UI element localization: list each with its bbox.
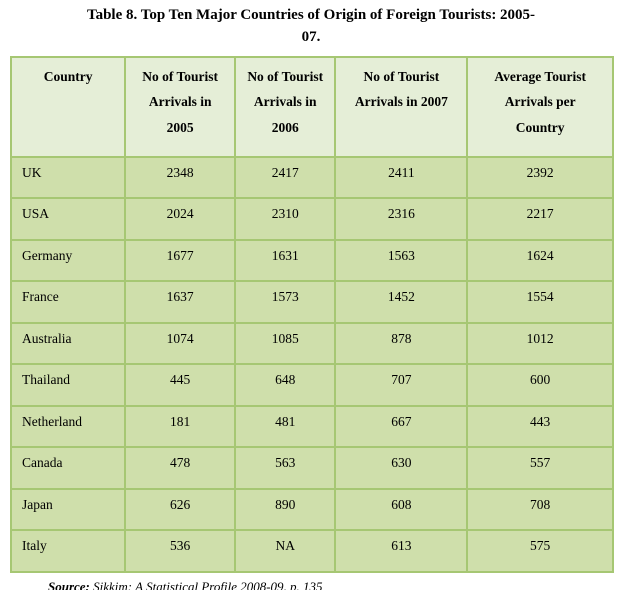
table-row: Netherland 181 481 667 443 — [9, 404, 614, 448]
value-cell: 608 — [334, 487, 469, 531]
value-cell: 878 — [334, 321, 469, 365]
value-cell: 630 — [334, 446, 469, 490]
value-cell: 2024 — [124, 197, 236, 241]
column-header-0: Country — [9, 55, 127, 158]
table-row: France 1637 1573 1452 1554 — [9, 280, 614, 324]
value-cell: 536 — [124, 529, 236, 573]
column-header-4: Average Tourist Arrivals per Country — [466, 55, 614, 158]
table-row: Germany 1677 1631 1563 1624 — [9, 238, 614, 282]
value-cell: 1452 — [334, 280, 469, 324]
value-cell: 600 — [466, 363, 614, 407]
value-cell: 2392 — [466, 155, 614, 199]
column-header-2: No of Tourist Arrivals in 2006 — [233, 55, 337, 158]
source-label: Source: — [48, 578, 90, 590]
value-cell: 648 — [233, 363, 337, 407]
column-header-1: No of Tourist Arrivals in 2005 — [124, 55, 236, 158]
value-cell: 1085 — [233, 321, 337, 365]
source-text: Sikkim: A Statistical Profile 2008-09, p… — [89, 578, 323, 590]
table-row: Canada 478 563 630 557 — [9, 446, 614, 490]
value-cell: 557 — [466, 446, 614, 490]
country-cell: UK — [9, 155, 127, 199]
value-cell: 613 — [334, 529, 469, 573]
value-cell: 2316 — [334, 197, 469, 241]
country-cell: Japan — [9, 487, 127, 531]
source-note: Source: Sikkim: A Statistical Profile 20… — [48, 579, 622, 590]
value-cell: 1563 — [334, 238, 469, 282]
value-cell: 563 — [233, 446, 337, 490]
value-cell: 2217 — [466, 197, 614, 241]
value-cell: 1637 — [124, 280, 236, 324]
value-cell: NA — [233, 529, 337, 573]
value-cell: 890 — [233, 487, 337, 531]
country-cell: France — [9, 280, 127, 324]
table-row: Australia 1074 1085 878 1012 — [9, 321, 614, 365]
country-cell: Canada — [9, 446, 127, 490]
value-cell: 445 — [124, 363, 236, 407]
value-cell: 708 — [466, 487, 614, 531]
country-cell: Germany — [9, 238, 127, 282]
value-cell: 2417 — [233, 155, 337, 199]
tourist-arrivals-table: Country No of Tourist Arrivals in 2005 No … — [9, 55, 614, 573]
country-cell: Netherland — [9, 404, 127, 448]
value-cell: 443 — [466, 404, 614, 448]
value-cell: 1074 — [124, 321, 236, 365]
table-caption: Table 8. Top Ten Major Countries of Orig… — [86, 7, 536, 45]
value-cell: 1554 — [466, 280, 614, 324]
value-cell: 2348 — [124, 155, 236, 199]
value-cell: 1631 — [233, 238, 337, 282]
country-cell: Australia — [9, 321, 127, 365]
table-row: UK 2348 2417 2411 2392 — [9, 155, 614, 199]
table-row: Japan 626 890 608 708 — [9, 487, 614, 531]
value-cell: 667 — [334, 404, 469, 448]
value-cell: 1012 — [466, 321, 614, 365]
table-row: Italy 536 NA 613 575 — [9, 529, 614, 573]
value-cell: 1677 — [124, 238, 236, 282]
country-cell: Italy — [9, 529, 127, 573]
value-cell: 1573 — [233, 280, 337, 324]
table-row: Thailand 445 648 707 600 — [9, 363, 614, 407]
country-cell: Thailand — [9, 363, 127, 407]
value-cell: 575 — [466, 529, 614, 573]
value-cell: 181 — [124, 404, 236, 448]
table-body: UK 2348 2417 2411 2392 USA 2024 2310 2316 2217 Ger… — [9, 155, 614, 573]
table-row: USA 2024 2310 2316 2217 — [9, 197, 614, 241]
value-cell: 2310 — [233, 197, 337, 241]
value-cell: 2411 — [334, 155, 469, 199]
header-row: Country No of Tourist Arrivals in 2005 No … — [9, 55, 614, 158]
column-header-3: No of Tourist Arrivals in 2007 — [334, 55, 469, 158]
table-header: Country No of Tourist Arrivals in 2005 No … — [9, 55, 614, 158]
value-cell: 481 — [233, 404, 337, 448]
value-cell: 626 — [124, 487, 236, 531]
country-cell: USA — [9, 197, 127, 241]
value-cell: 478 — [124, 446, 236, 490]
value-cell: 1624 — [466, 238, 614, 282]
value-cell: 707 — [334, 363, 469, 407]
